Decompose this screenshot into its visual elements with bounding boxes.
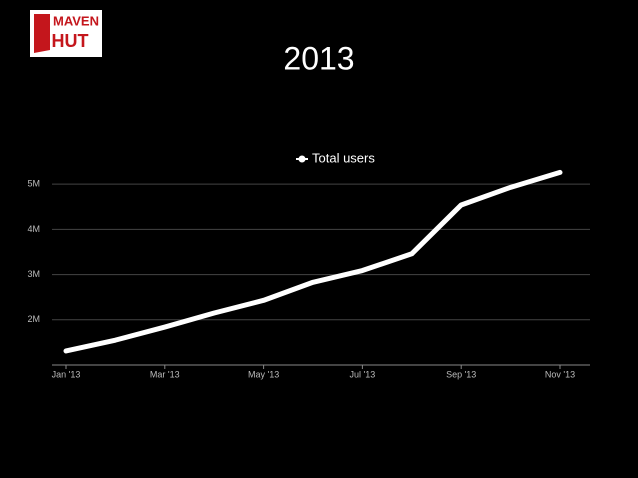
y-tick-label: 2M — [27, 314, 40, 324]
logo-flag — [34, 14, 50, 53]
legend-label: Total users — [312, 150, 375, 165]
chart-title: 2013 — [283, 40, 354, 76]
y-tick-label: 4M — [27, 224, 40, 234]
x-tick-label: Sep '13 — [446, 369, 476, 379]
logo-text: HUT — [52, 31, 89, 51]
x-tick-label: Jul '13 — [350, 369, 376, 379]
x-tick-label: Jan '13 — [52, 369, 81, 379]
x-tick-label: Nov '13 — [545, 369, 575, 379]
legend-marker — [298, 155, 306, 163]
x-tick-label: May '13 — [248, 369, 279, 379]
logo: MAVEN HUT — [30, 10, 102, 57]
x-tick-label: Mar '13 — [150, 369, 180, 379]
logo-text: MAVEN — [53, 13, 99, 28]
y-tick-label: 5M — [27, 179, 40, 189]
series-line — [63, 169, 563, 354]
y-tick-label: 3M — [27, 269, 40, 279]
